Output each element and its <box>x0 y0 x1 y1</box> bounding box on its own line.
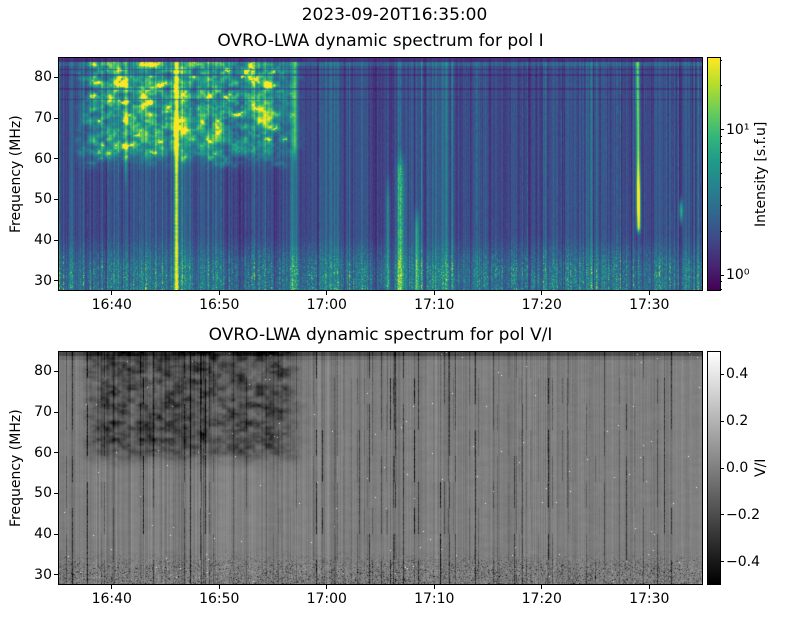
y-tick-mark <box>54 76 58 78</box>
colorbar-tick-label: −0.4 <box>726 553 760 570</box>
colorbar-minor-tick-mark <box>720 281 722 283</box>
y-tick-mark <box>54 452 58 454</box>
x-tick-mark <box>433 291 435 295</box>
colorbar-tick-label: 0.0 <box>726 460 749 476</box>
x-tick-mark <box>218 585 220 589</box>
y-tick-label: 30 <box>34 566 52 583</box>
x-tick-label: 16:40 <box>91 591 132 607</box>
y-tick-label: 70 <box>34 110 52 127</box>
x-tick-mark <box>326 585 328 589</box>
intensity-colorbar-label: Intensity [s.f.u] <box>753 121 769 227</box>
colorbar-minor-tick-mark <box>720 143 722 145</box>
y-tick-label: 50 <box>34 485 52 502</box>
y-tick-label: 40 <box>34 526 52 543</box>
colorbar-minor-tick-mark <box>720 85 722 87</box>
vi-colorbar-label: V/I <box>753 458 769 478</box>
x-tick-mark <box>648 291 650 295</box>
colorbar-tick-mark <box>720 129 724 131</box>
x-tick-mark <box>111 291 113 295</box>
y-tick-mark <box>54 198 58 200</box>
x-tick-label: 17:10 <box>414 297 455 313</box>
y-tick-mark <box>54 117 58 119</box>
panel-pol-i-ylabel: Frequency (MHz) <box>8 115 24 233</box>
x-tick-mark <box>433 585 435 589</box>
panel-pol-i-axes <box>58 57 703 291</box>
panel-pol-vi-axes <box>58 351 703 585</box>
x-tick-label: 16:50 <box>199 591 240 607</box>
panel-pol-vi-title: OVRO-LWA dynamic spectrum for pol V/I <box>208 325 553 345</box>
figure-suptitle: 2023-09-20T16:35:00 <box>301 5 488 25</box>
y-tick-mark <box>54 411 58 413</box>
y-tick-label: 30 <box>34 272 52 289</box>
x-tick-label: 17:30 <box>629 297 670 313</box>
y-tick-label: 80 <box>34 69 52 86</box>
colorbar-tick-label: 10¹ <box>726 121 750 138</box>
panel-pol-vi-ylabel: Frequency (MHz) <box>8 409 24 527</box>
y-tick-label: 50 <box>34 191 52 208</box>
x-tick-label: 17:20 <box>521 591 562 607</box>
x-tick-mark <box>648 585 650 589</box>
x-tick-label: 17:30 <box>629 591 670 607</box>
colorbar-tick-label: 0.2 <box>726 413 749 430</box>
x-tick-mark <box>326 291 328 295</box>
x-tick-label: 17:00 <box>306 297 347 313</box>
y-tick-mark <box>54 574 58 576</box>
x-tick-label: 17:00 <box>306 591 347 607</box>
y-tick-label: 40 <box>34 232 52 249</box>
y-tick-label: 80 <box>34 363 52 380</box>
vi-colorbar <box>707 351 721 585</box>
y-tick-label: 60 <box>34 444 52 461</box>
x-tick-label: 17:10 <box>414 591 455 607</box>
pol-i-spectrogram <box>59 58 702 290</box>
x-tick-label: 16:50 <box>199 297 240 313</box>
colorbar-tick-mark <box>720 514 724 516</box>
x-tick-mark <box>111 585 113 589</box>
colorbar-tick-label: −0.2 <box>726 506 760 523</box>
y-tick-label: 60 <box>34 150 52 167</box>
x-tick-mark <box>218 291 220 295</box>
colorbar-minor-tick-mark <box>720 135 722 137</box>
y-tick-mark <box>54 280 58 282</box>
colorbar-minor-tick-mark <box>720 59 722 61</box>
x-tick-label: 16:40 <box>91 297 132 313</box>
colorbar-minor-tick-mark <box>720 230 722 232</box>
colorbar-minor-tick-mark <box>720 173 722 175</box>
colorbar-tick-label: 0.4 <box>726 366 749 383</box>
colorbar-tick-mark <box>720 420 724 422</box>
panel-pol-i-title: OVRO-LWA dynamic spectrum for pol I <box>217 31 544 51</box>
pol-vi-spectrogram <box>59 352 702 584</box>
y-tick-mark <box>54 370 58 372</box>
colorbar-tick-mark <box>720 561 724 563</box>
colorbar-minor-tick-mark <box>720 161 722 163</box>
x-tick-mark <box>541 291 543 295</box>
x-tick-mark <box>541 585 543 589</box>
y-tick-mark <box>54 492 58 494</box>
colorbar-tick-mark <box>720 373 724 375</box>
colorbar-minor-tick-mark <box>720 187 722 189</box>
y-tick-label: 70 <box>34 404 52 421</box>
colorbar-minor-tick-mark <box>720 205 722 207</box>
y-tick-mark <box>54 158 58 160</box>
colorbar-minor-tick-mark <box>720 288 722 290</box>
colorbar-minor-tick-mark <box>720 151 722 153</box>
y-tick-mark <box>54 239 58 241</box>
intensity-colorbar <box>707 57 721 291</box>
colorbar-tick-mark <box>720 274 724 276</box>
y-tick-mark <box>54 533 58 535</box>
x-tick-label: 17:20 <box>521 297 562 313</box>
colorbar-tick-mark <box>720 467 724 469</box>
colorbar-tick-label: 10⁰ <box>726 267 750 284</box>
